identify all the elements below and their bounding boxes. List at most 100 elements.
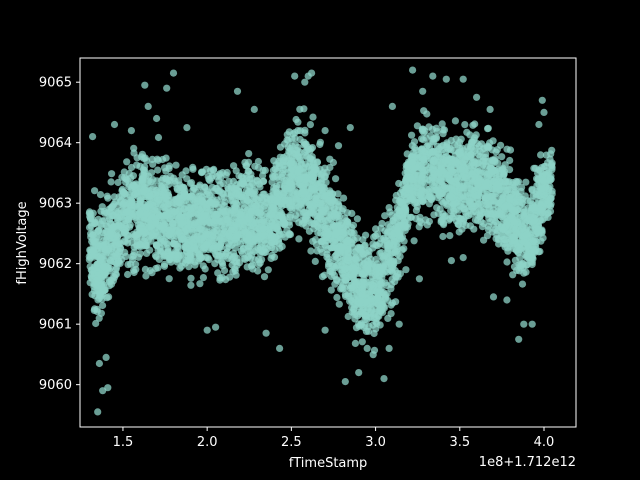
y-tick-label: 9061 [39,318,72,333]
data-point [535,120,543,129]
data-point [94,408,102,416]
data-point [408,131,416,139]
data-point [295,219,303,227]
data-point [430,138,438,146]
data-point [544,197,552,205]
data-point [487,166,495,174]
x-axis-ticks: 1.5 2.0 2.5 3.0 3.5 4.0 [113,427,554,450]
data-point [317,171,325,179]
data-point [317,206,326,214]
data-point [222,171,230,179]
data-point [459,254,467,262]
data-point [183,175,191,183]
data-point [449,200,457,208]
data-point [455,214,463,222]
data-point [285,230,293,238]
data-point [384,296,392,304]
data-point [480,236,488,244]
data-point [110,241,118,249]
x-axis-label: fTimeStamp [289,456,368,471]
data-point [337,219,346,227]
data-point [456,138,464,146]
data-point [175,198,183,207]
data-point [438,189,447,197]
data-point [440,182,448,190]
data-point [243,263,251,271]
data-point [120,228,129,236]
data-point [508,190,516,198]
data-point [164,247,172,255]
data-point [327,286,335,294]
data-point [294,118,302,126]
data-point [505,178,513,186]
data-point [256,208,264,216]
data-point [357,297,365,305]
data-point [401,204,409,212]
data-point [447,136,455,145]
data-point [500,203,508,211]
data-point [344,220,352,229]
data-point [330,205,338,213]
data-point [214,248,222,256]
data-point [476,211,484,219]
data-point [165,200,173,208]
data-point [333,276,341,285]
data-point [190,252,198,260]
data-point [269,224,277,232]
data-point [130,266,138,275]
data-point [345,265,353,274]
data-point [101,246,109,254]
data-point [201,265,209,273]
data-point [459,75,467,83]
data-point [251,235,260,243]
data-point [294,169,302,177]
y-axis-ticks: 9060 9061 9062 9063 9064 9065 [39,76,80,393]
data-point [105,293,113,301]
data-point [250,195,258,203]
data-point [282,158,290,166]
data-point [325,260,333,268]
data-point [511,256,519,264]
data-point [491,225,499,233]
data-point [209,166,217,174]
data-point [537,206,545,214]
data-point [414,183,422,191]
data-point [492,174,500,183]
data-point [332,251,340,259]
data-point [376,321,384,329]
data-point [216,217,224,226]
data-point [267,234,275,242]
data-point [522,268,530,276]
data-point [145,202,154,210]
data-point [154,156,162,165]
data-point [289,130,297,138]
data-point [279,189,287,197]
data-point [225,177,233,185]
data-point [308,69,316,77]
data-point [360,276,368,284]
data-point [358,338,366,346]
data-point [364,265,372,274]
data-point [189,204,197,212]
data-point [275,240,283,248]
data-point [356,310,364,318]
data-point [248,213,256,221]
data-point [253,176,261,184]
data-point [388,275,396,283]
data-point [281,196,289,204]
data-point [520,320,528,328]
data-point [267,254,275,262]
data-point [231,239,239,247]
data-point [94,271,102,279]
data-point [140,154,148,162]
data-point [489,293,498,301]
data-point [121,189,129,197]
data-point [220,235,228,243]
data-point [515,267,523,275]
data-point [231,265,239,273]
data-point [341,284,349,292]
data-point [312,241,321,249]
data-point [471,216,479,224]
data-point [335,212,343,220]
data-point [190,184,198,192]
